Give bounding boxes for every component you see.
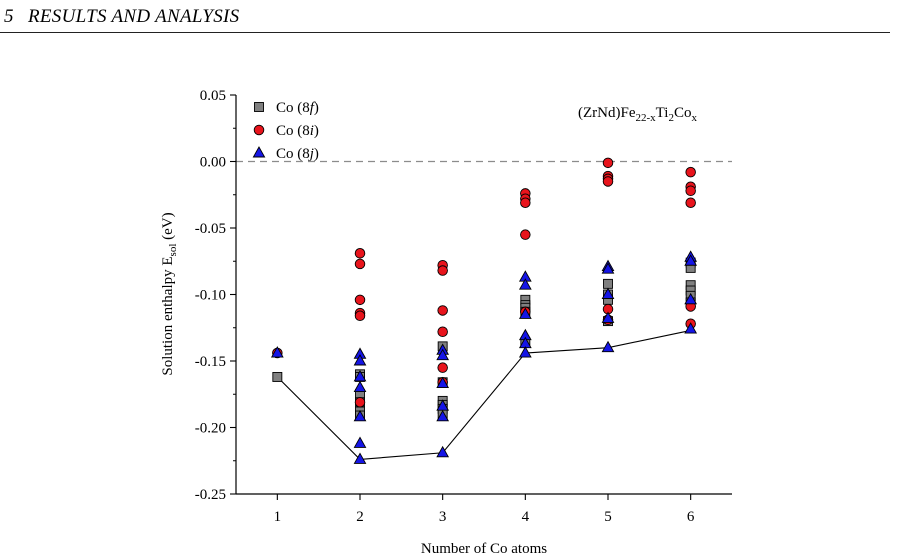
data-point-co-8i [685,166,696,178]
x-tick-label: 5 [604,509,612,525]
data-point-co-8i [685,197,696,208]
running-head: 5 RESULTS AND ANALYSIS [0,0,890,33]
x-tick-label: 1 [274,509,282,525]
legend-marker-co-8i [253,124,265,136]
x-axis-label: Number of Co atoms [421,541,547,557]
x-tick-label: 2 [356,509,364,525]
x-tick-label: 3 [439,509,447,525]
y-tick-label: 0.00 [200,155,226,171]
series-co-8j [270,250,698,464]
data-point-co-8j [518,307,532,319]
data-point-co-8i [354,396,366,408]
legend-label-co-8f: Co (8f) [276,100,319,116]
data-point-co-8f [603,278,613,289]
data-point-co-8i [437,362,448,373]
legend-label-co-8i: Co (8i) [276,123,319,139]
data-point-co-8j [601,311,615,323]
data-point-co-8i [354,294,366,306]
data-point-co-8i [520,229,531,240]
data-point-co-8j [436,409,450,422]
legend-marker-co-8f [254,102,264,112]
x-tick-label: 6 [687,509,695,525]
y-tick-label: -0.10 [195,288,226,304]
data-point-co-8i [602,176,614,187]
legend-marker-co-8j [252,146,266,158]
section-number: 5 [4,6,14,27]
legend-label-co-8j: Co (8j) [276,146,319,162]
data-point-co-8j [353,452,367,464]
series-co-8i [272,157,696,408]
data-point-co-8i [520,197,531,208]
data-point-co-8i [354,248,366,259]
y-tick-label: -0.25 [195,487,226,503]
y-axis-label: Solution enthalpy Esol (eV) [160,212,179,375]
data-point-co-8i [354,310,366,322]
data-point-co-8j [436,376,450,389]
data-point-co-8j [601,262,615,274]
data-point-co-8j [601,340,615,353]
data-point-co-8j [684,322,698,334]
data-point-co-8j [270,346,284,358]
y-tick-label: 0.05 [200,88,226,104]
data-point-co-8i [685,185,696,197]
x-tick-label: 4 [522,509,530,525]
data-point-co-8f [272,372,283,382]
data-point-co-8i [437,305,448,316]
data-point-co-8j [436,348,450,361]
data-point-co-8j [353,354,367,366]
chart-formula: (ZrNd)Fe22-xTi2Cox [578,105,697,124]
data-point-co-8i [437,326,448,337]
data-point-co-8j [353,436,367,448]
y-tick-label: -0.20 [195,421,226,437]
data-point-co-8j [518,346,532,358]
data-point-co-8j [684,254,698,266]
data-point-co-8i [602,157,614,169]
y-tick-label: -0.15 [195,354,226,370]
data-point-co-8j [684,292,698,305]
series-co-8f [272,257,696,421]
data-point-co-8j [601,287,615,299]
data-point-co-8i [354,258,366,270]
data-point-co-8j [353,409,367,422]
section-title: RESULTS AND ANALYSIS [28,6,240,27]
y-tick-label: -0.05 [195,221,226,237]
data-point-co-8i [437,265,448,276]
data-point-co-8j [518,278,532,290]
minimum-energy-line [276,329,691,460]
data-point-co-8j [353,380,367,393]
data-point-co-8j [436,445,450,458]
